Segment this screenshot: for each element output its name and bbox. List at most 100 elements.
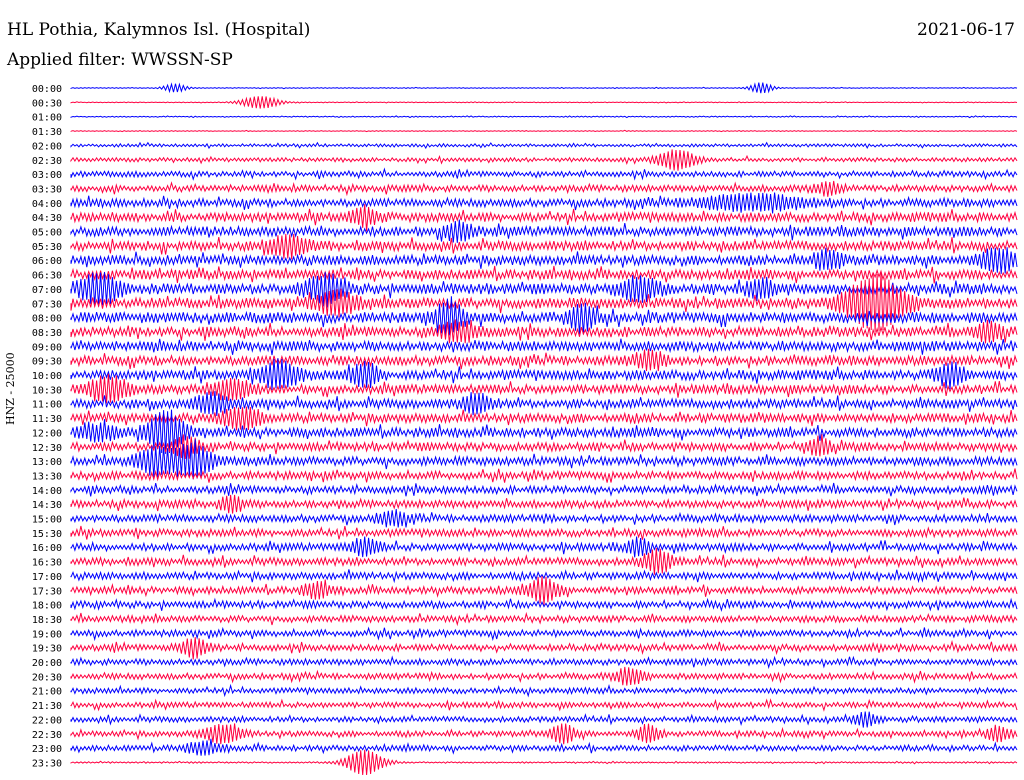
time-label: 11:30 bbox=[32, 414, 62, 425]
trace-row bbox=[70, 373, 1018, 404]
time-label: 21:30 bbox=[32, 701, 62, 712]
time-label: 10:30 bbox=[32, 385, 62, 396]
trace-row bbox=[70, 494, 1018, 514]
time-label: 09:00 bbox=[32, 342, 62, 353]
time-label: 19:30 bbox=[32, 644, 62, 655]
trace-row bbox=[70, 569, 1018, 584]
trace-row bbox=[70, 82, 1018, 94]
time-label: 15:00 bbox=[32, 515, 62, 526]
time-label: 03:30 bbox=[32, 184, 62, 195]
time-label: 02:00 bbox=[32, 141, 62, 152]
time-label: 04:00 bbox=[32, 199, 62, 210]
trace-row bbox=[70, 265, 1018, 284]
time-label: 15:30 bbox=[32, 529, 62, 540]
time-label: 19:00 bbox=[32, 629, 62, 640]
time-label: 22:30 bbox=[32, 730, 62, 741]
time-label: 03:00 bbox=[32, 170, 62, 181]
trace-row bbox=[70, 508, 1018, 528]
time-label: 16:30 bbox=[32, 558, 62, 569]
trace-row bbox=[70, 548, 1018, 575]
trace-row bbox=[70, 115, 1018, 119]
time-label: 13:00 bbox=[32, 457, 62, 468]
trace-row bbox=[70, 192, 1018, 214]
time-label: 14:00 bbox=[32, 486, 62, 497]
time-label: 23:00 bbox=[32, 744, 62, 755]
time-label: 08:00 bbox=[32, 314, 62, 325]
trace-row bbox=[70, 296, 1018, 336]
time-label: 07:00 bbox=[32, 285, 62, 296]
trace-row bbox=[70, 723, 1018, 745]
time-label: 12:30 bbox=[32, 443, 62, 454]
trace-row bbox=[70, 271, 1018, 308]
trace-row bbox=[70, 204, 1018, 232]
trace-row bbox=[70, 468, 1018, 483]
time-label: 09:30 bbox=[32, 357, 62, 368]
applied-filter: Applied filter: WWSSN-SP bbox=[7, 50, 233, 70]
trace-row bbox=[70, 409, 1018, 454]
time-label: 06:30 bbox=[32, 271, 62, 282]
time-label: 11:00 bbox=[32, 400, 62, 411]
trace-row bbox=[70, 406, 1018, 431]
trace-row bbox=[70, 391, 1018, 416]
trace-row bbox=[70, 525, 1018, 540]
time-label: 08:30 bbox=[32, 328, 62, 339]
trace-row bbox=[70, 683, 1018, 698]
time-label: 00:30 bbox=[32, 98, 62, 109]
time-label: 07:30 bbox=[32, 299, 62, 310]
time-label: 06:00 bbox=[32, 256, 62, 267]
time-label: 00:00 bbox=[32, 84, 62, 95]
time-label: 13:30 bbox=[32, 471, 62, 482]
trace-row bbox=[70, 271, 1018, 332]
time-label: 17:30 bbox=[32, 586, 62, 597]
trace-row bbox=[70, 611, 1018, 627]
time-label: 17:00 bbox=[32, 572, 62, 583]
trace-row bbox=[70, 180, 1018, 197]
trace-row bbox=[70, 233, 1018, 260]
time-label: 20:00 bbox=[32, 658, 62, 669]
trace-row bbox=[70, 626, 1018, 642]
time-label: 12:00 bbox=[32, 428, 62, 439]
time-label: 02:30 bbox=[32, 156, 62, 167]
trace-row bbox=[70, 167, 1018, 181]
time-label: 23:30 bbox=[32, 758, 62, 769]
trace-row bbox=[70, 637, 1018, 660]
trace-row bbox=[70, 439, 1018, 480]
time-label: 21:00 bbox=[32, 687, 62, 698]
trace-row bbox=[70, 247, 1018, 274]
time-label: 20:30 bbox=[32, 672, 62, 683]
time-label: 01:30 bbox=[32, 127, 62, 138]
time-label: 18:00 bbox=[32, 601, 62, 612]
trace-row bbox=[70, 536, 1018, 558]
time-label: 10:00 bbox=[32, 371, 62, 382]
time-label: 04:30 bbox=[32, 213, 62, 224]
trace-row bbox=[70, 358, 1018, 390]
record-date: 2021-06-17 bbox=[916, 20, 1015, 40]
trace-row bbox=[70, 655, 1018, 670]
time-label: 14:30 bbox=[32, 500, 62, 511]
trace-row bbox=[70, 348, 1018, 372]
time-label: 01:00 bbox=[32, 113, 62, 124]
trace-row bbox=[70, 129, 1018, 133]
time-label: 05:00 bbox=[32, 228, 62, 239]
trace-row bbox=[70, 576, 1018, 605]
station-title: HL Pothia, Kalymnos Isl. (Hospital) bbox=[7, 20, 311, 40]
time-label: 05:30 bbox=[32, 242, 62, 253]
trace-row bbox=[70, 338, 1018, 356]
trace-row bbox=[70, 698, 1018, 712]
trace-row bbox=[70, 666, 1018, 686]
trace-row bbox=[70, 597, 1018, 613]
trace-row bbox=[70, 711, 1018, 728]
trace-row bbox=[70, 749, 1018, 776]
trace-row bbox=[70, 141, 1018, 150]
trace-row bbox=[70, 434, 1018, 459]
time-label: 16:00 bbox=[32, 543, 62, 554]
time-label: 22:00 bbox=[32, 715, 62, 726]
trace-row bbox=[70, 96, 1018, 109]
trace-row bbox=[70, 319, 1018, 344]
trace-row bbox=[70, 149, 1018, 171]
trace-row bbox=[70, 219, 1018, 243]
trace-row bbox=[70, 482, 1018, 497]
trace-row bbox=[70, 738, 1018, 756]
time-label: 18:30 bbox=[32, 615, 62, 626]
